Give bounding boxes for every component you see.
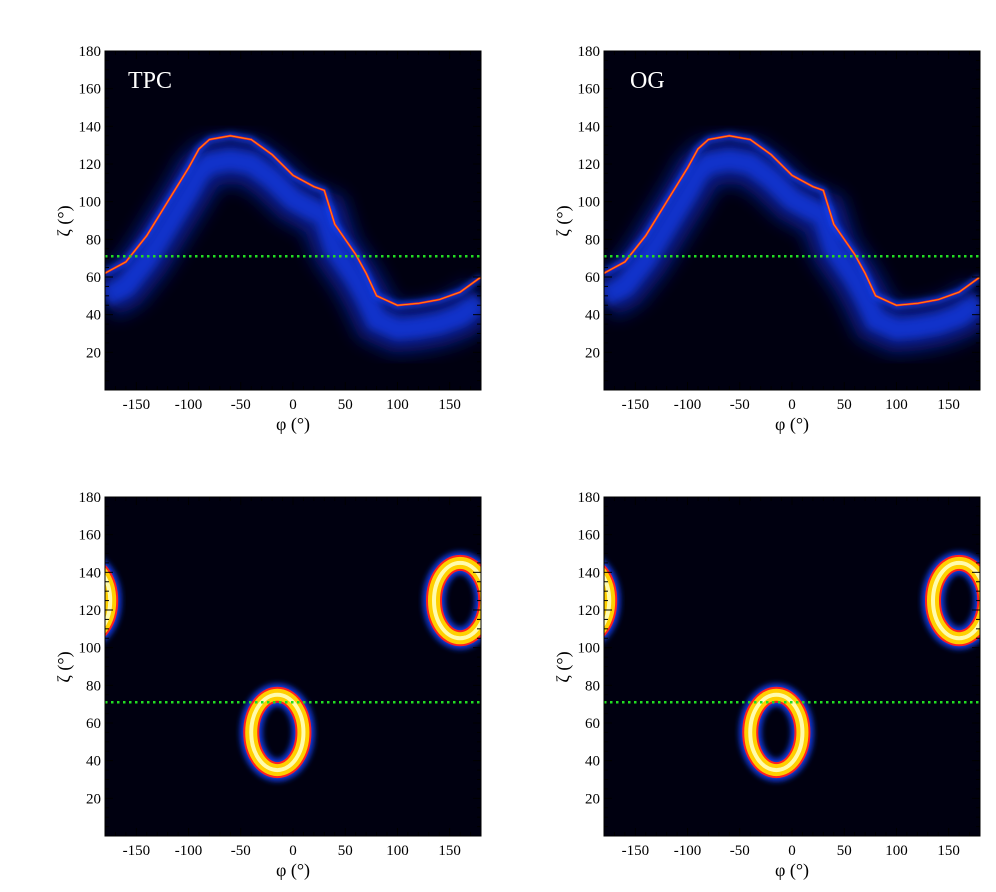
x-tick-label: 50 <box>837 397 852 413</box>
x-axis-label: φ (°) <box>775 860 809 881</box>
y-tick-label: 80 <box>86 678 101 694</box>
x-axis-label: φ (°) <box>276 860 310 881</box>
panel-og-top: -150 -100 -50 0 50 100 150 20 40 60 80 100 120 140 160… <box>553 44 981 435</box>
caustic-highlight <box>105 135 481 306</box>
y-tick-label: 60 <box>86 716 101 732</box>
y-tick-label: 100 <box>578 195 601 211</box>
x-tick-label: -50 <box>231 843 251 859</box>
plot-content <box>105 551 481 782</box>
y-axis-label: ζ (°) <box>54 205 75 236</box>
axes: -150 -100 -50 0 50 100 150 20 40 60 80 100 120 140 160… <box>578 44 981 413</box>
x-tick-label: -50 <box>730 397 750 413</box>
y-axis-label: ζ (°) <box>553 205 574 236</box>
axes: -150 -100 -50 0 50 100 150 20 40 60 80 100 120 140 160… <box>578 490 981 859</box>
x-tick-label: 150 <box>438 397 461 413</box>
y-tick-label: 60 <box>585 270 600 286</box>
y-tick-label: 140 <box>578 565 601 581</box>
y-tick-label: 140 <box>578 119 601 135</box>
y-tick-label: 40 <box>86 754 101 770</box>
y-tick-label: 180 <box>79 44 102 60</box>
panel-label: TPC <box>128 68 172 94</box>
x-tick-label: -50 <box>231 397 251 413</box>
panel-tpc-bottom: -150 -100 -50 0 50 100 150 20 40 60 80 100 120 140 160… <box>54 490 482 881</box>
x-tick-label: -150 <box>622 397 650 413</box>
x-tick-label: 100 <box>885 397 908 413</box>
emission-ring-core <box>604 573 612 628</box>
y-tick-label: 140 <box>79 119 102 135</box>
x-tick-label: 100 <box>386 397 409 413</box>
axes: -150 -100 -50 0 50 100 150 20 40 60 80 100 120 140 160… <box>79 44 482 413</box>
y-tick-label: 180 <box>578 490 601 506</box>
x-axis-label: φ (°) <box>775 414 809 435</box>
emission-ring-core <box>105 573 113 628</box>
y-tick-label: 60 <box>585 716 600 732</box>
panel-tpc-top: -150 -100 -50 0 50 100 150 20 40 60 80 100 120 140 160… <box>54 44 482 435</box>
y-tick-label: 160 <box>79 82 102 98</box>
y-axis-label: ζ (°) <box>553 651 574 682</box>
y-tick-label: 100 <box>578 641 601 657</box>
x-tick-label: -100 <box>674 843 702 859</box>
y-tick-label: 120 <box>578 157 601 173</box>
y-tick-label: 140 <box>79 565 102 581</box>
plot-background <box>105 497 481 836</box>
y-tick-label: 160 <box>578 82 601 98</box>
y-tick-label: 100 <box>79 641 102 657</box>
emission-ring-core <box>249 692 306 773</box>
plot-content <box>604 551 980 782</box>
x-tick-label: 50 <box>837 843 852 859</box>
y-tick-label: 180 <box>578 44 601 60</box>
y-tick-label: 100 <box>79 195 102 211</box>
y-tick-label: 180 <box>79 490 102 506</box>
x-tick-label: -100 <box>175 397 203 413</box>
emission-ring-core <box>432 560 481 641</box>
y-tick-label: 160 <box>578 528 601 544</box>
y-tick-label: 80 <box>585 678 600 694</box>
y-tick-label: 40 <box>585 754 600 770</box>
plot-background <box>604 497 980 836</box>
x-tick-label: 0 <box>788 397 796 413</box>
plot-content <box>105 132 481 353</box>
panel-label: OG <box>630 68 665 94</box>
y-tick-label: 20 <box>86 791 101 807</box>
y-tick-label: 80 <box>86 232 101 248</box>
y-tick-label: 120 <box>578 603 601 619</box>
emission-ring-core <box>748 692 805 773</box>
y-axis-label: ζ (°) <box>54 651 75 682</box>
x-tick-label: 150 <box>937 843 960 859</box>
y-tick-label: 80 <box>585 232 600 248</box>
panel-og-bottom: -150 -100 -50 0 50 100 150 20 40 60 80 100 120 140 160… <box>553 490 981 881</box>
x-tick-label: 150 <box>438 843 461 859</box>
y-tick-label: 40 <box>86 308 101 324</box>
y-tick-label: 60 <box>86 270 101 286</box>
x-axis-label: φ (°) <box>276 414 310 435</box>
x-tick-label: 50 <box>338 843 353 859</box>
x-tick-label: -100 <box>674 397 702 413</box>
x-tick-label: 50 <box>338 397 353 413</box>
caustic-highlight <box>604 135 980 306</box>
y-tick-label: 20 <box>585 345 600 361</box>
y-tick-label: 40 <box>585 308 600 324</box>
x-tick-label: -50 <box>730 843 750 859</box>
x-tick-label: 0 <box>289 843 297 859</box>
emission-band-core <box>105 149 481 340</box>
y-tick-label: 160 <box>79 528 102 544</box>
x-tick-label: -100 <box>175 843 203 859</box>
y-tick-label: 20 <box>86 345 101 361</box>
x-tick-label: 100 <box>386 843 409 859</box>
y-tick-label: 120 <box>79 157 102 173</box>
y-tick-label: 120 <box>79 603 102 619</box>
x-tick-label: -150 <box>123 397 151 413</box>
plot-content <box>604 132 980 353</box>
y-tick-label: 20 <box>585 791 600 807</box>
x-tick-label: -150 <box>123 843 151 859</box>
x-tick-label: -150 <box>622 843 650 859</box>
x-tick-label: 0 <box>289 397 297 413</box>
emission-ring-core <box>931 560 980 641</box>
emission-band-core <box>604 149 980 340</box>
axes: -150 -100 -50 0 50 100 150 20 40 60 80 100 120 140 160… <box>79 490 482 859</box>
x-tick-label: 0 <box>788 843 796 859</box>
x-tick-label: 100 <box>885 843 908 859</box>
x-tick-label: 150 <box>937 397 960 413</box>
